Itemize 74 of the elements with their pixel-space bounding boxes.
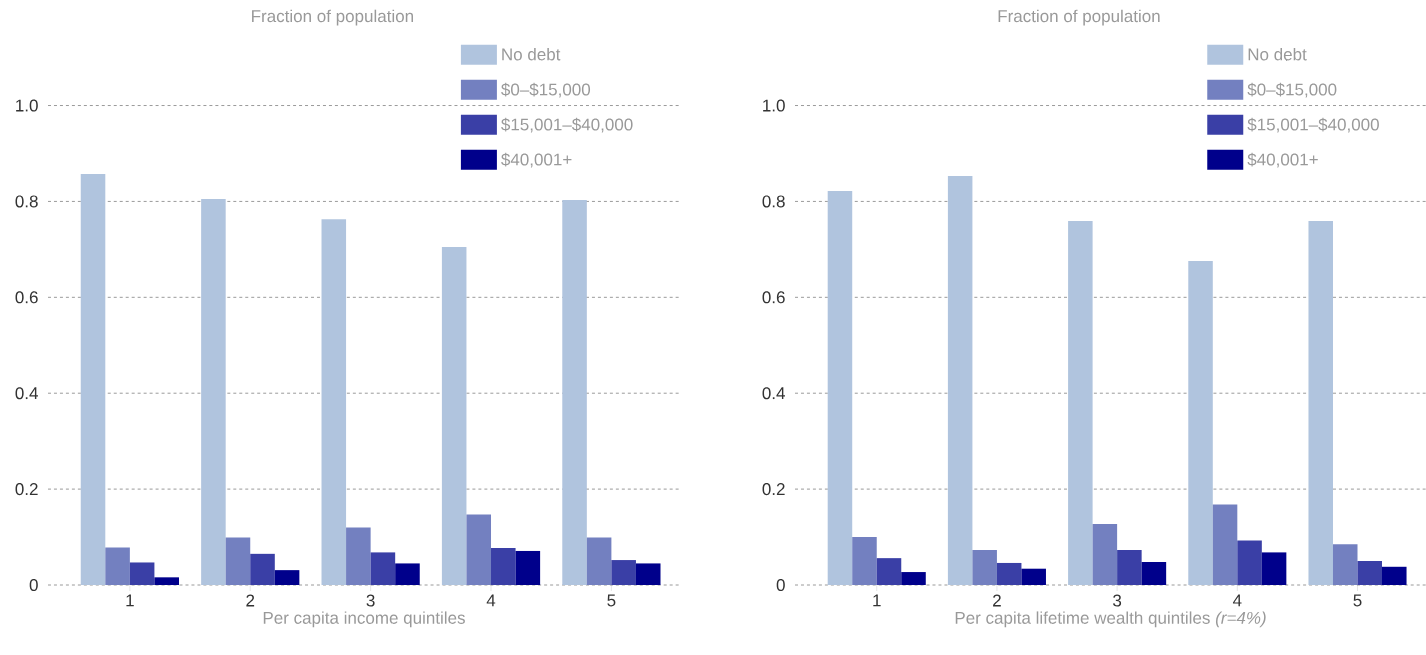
bar bbox=[80, 174, 106, 585]
x-tick-label: 4 bbox=[1232, 594, 1242, 607]
y-tick-label: 0.6 bbox=[15, 291, 38, 304]
bar bbox=[1212, 504, 1238, 585]
y-tick-label: 0 bbox=[776, 578, 785, 592]
bar bbox=[321, 219, 347, 585]
bar bbox=[1021, 568, 1046, 585]
bar bbox=[1188, 260, 1213, 585]
bar bbox=[972, 550, 997, 585]
y-tick-label: 0.8 bbox=[15, 195, 38, 208]
legend-label: $15,001–$40,000 bbox=[501, 117, 633, 133]
bar bbox=[105, 547, 130, 585]
x-tick-label: 4 bbox=[486, 594, 496, 607]
bar bbox=[1237, 540, 1262, 585]
bar bbox=[1092, 524, 1118, 585]
bar bbox=[515, 550, 541, 585]
bar bbox=[876, 558, 902, 585]
x-tick-label: 1 bbox=[126, 594, 134, 607]
legend-label: $15,001–$40,000 bbox=[1247, 117, 1379, 133]
legend-label: No debt bbox=[1248, 47, 1307, 61]
x-tick-label: 5 bbox=[607, 594, 616, 607]
x-tick-label: 3 bbox=[1113, 594, 1122, 607]
y-tick-label: 0.2 bbox=[762, 483, 785, 496]
legend-label: $40,001+ bbox=[501, 152, 572, 168]
legend-label: No debt bbox=[502, 47, 561, 61]
bar bbox=[1068, 221, 1093, 585]
bar bbox=[154, 577, 179, 585]
bar bbox=[586, 537, 612, 585]
x-axis-title: Per capita lifetime wealth quintiles (r=4%) bbox=[955, 611, 1266, 628]
x-tick-label: 2 bbox=[993, 594, 1001, 607]
bar bbox=[852, 537, 877, 585]
legend-label: $0–$15,000 bbox=[501, 82, 591, 98]
bar bbox=[1357, 561, 1383, 585]
y-tick-label: 0.8 bbox=[762, 195, 785, 208]
y-tick-label: 0.4 bbox=[15, 387, 38, 400]
x-tick-label: 3 bbox=[366, 594, 375, 607]
y-axis-title: Fraction of population bbox=[998, 9, 1160, 26]
x-tick-label: 2 bbox=[246, 594, 255, 607]
bar bbox=[466, 514, 492, 585]
bar bbox=[1117, 550, 1142, 585]
bar bbox=[201, 199, 226, 585]
bar bbox=[996, 562, 1022, 585]
y-tick-label: 1.0 bbox=[763, 99, 785, 112]
x-axis-title: Per capita income quintiles bbox=[263, 611, 465, 628]
y-tick-label: 0.6 bbox=[762, 291, 785, 304]
x-tick-label: 5 bbox=[1353, 594, 1362, 607]
bar bbox=[947, 176, 973, 585]
x-tick-label: 1 bbox=[873, 594, 881, 607]
bar bbox=[129, 562, 155, 585]
bar bbox=[250, 553, 275, 585]
bar bbox=[1308, 221, 1333, 585]
y-tick-label: 0.4 bbox=[762, 387, 785, 400]
bar bbox=[901, 572, 926, 585]
bar bbox=[370, 552, 396, 585]
y-tick-label: 0.2 bbox=[15, 483, 38, 496]
bar bbox=[346, 527, 371, 585]
bar bbox=[395, 563, 420, 585]
bar bbox=[1332, 544, 1358, 585]
y-tick-label: 1.0 bbox=[16, 99, 38, 112]
bar bbox=[611, 560, 636, 585]
bar bbox=[827, 190, 853, 585]
legend-label: $40,001+ bbox=[1247, 152, 1318, 168]
bar bbox=[274, 570, 300, 585]
bar bbox=[1261, 552, 1287, 585]
bar bbox=[1382, 566, 1407, 585]
bar bbox=[1141, 561, 1167, 585]
bar bbox=[562, 199, 587, 585]
bar bbox=[225, 537, 251, 585]
y-axis-title: Fraction of population bbox=[252, 9, 413, 26]
bar bbox=[491, 548, 516, 585]
legend-label: $0–$15,000 bbox=[1247, 82, 1337, 98]
bar bbox=[441, 246, 467, 585]
y-tick-label: 0 bbox=[29, 578, 38, 592]
bar bbox=[635, 563, 661, 585]
